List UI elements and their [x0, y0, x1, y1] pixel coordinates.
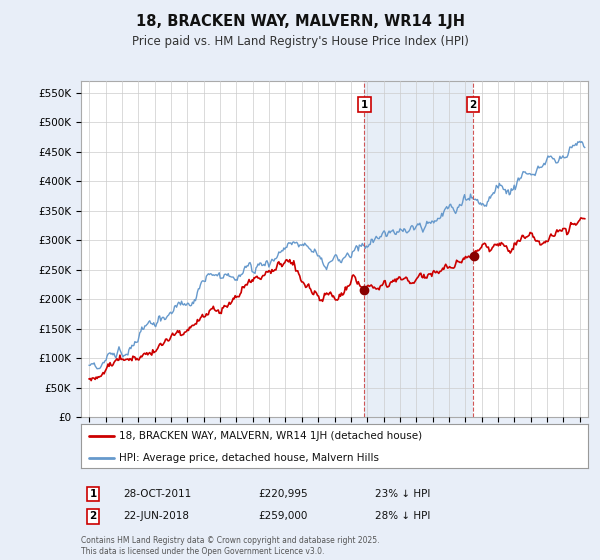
- Text: 1: 1: [89, 489, 97, 499]
- Text: 28-OCT-2011: 28-OCT-2011: [123, 489, 191, 499]
- Text: 18, BRACKEN WAY, MALVERN, WR14 1JH (detached house): 18, BRACKEN WAY, MALVERN, WR14 1JH (deta…: [119, 431, 422, 441]
- Text: HPI: Average price, detached house, Malvern Hills: HPI: Average price, detached house, Malv…: [119, 453, 379, 463]
- Text: 1: 1: [361, 100, 368, 110]
- Text: 22-JUN-2018: 22-JUN-2018: [123, 511, 189, 521]
- Text: £220,995: £220,995: [258, 489, 308, 499]
- Text: 18, BRACKEN WAY, MALVERN, WR14 1JH: 18, BRACKEN WAY, MALVERN, WR14 1JH: [136, 14, 464, 29]
- Text: 28% ↓ HPI: 28% ↓ HPI: [375, 511, 430, 521]
- Text: Contains HM Land Registry data © Crown copyright and database right 2025.
This d: Contains HM Land Registry data © Crown c…: [81, 536, 380, 556]
- Text: £259,000: £259,000: [258, 511, 307, 521]
- Bar: [364, 81, 473, 417]
- Text: Price paid vs. HM Land Registry's House Price Index (HPI): Price paid vs. HM Land Registry's House …: [131, 35, 469, 48]
- Text: 2: 2: [469, 100, 476, 110]
- Text: 2: 2: [89, 511, 97, 521]
- Text: 23% ↓ HPI: 23% ↓ HPI: [375, 489, 430, 499]
